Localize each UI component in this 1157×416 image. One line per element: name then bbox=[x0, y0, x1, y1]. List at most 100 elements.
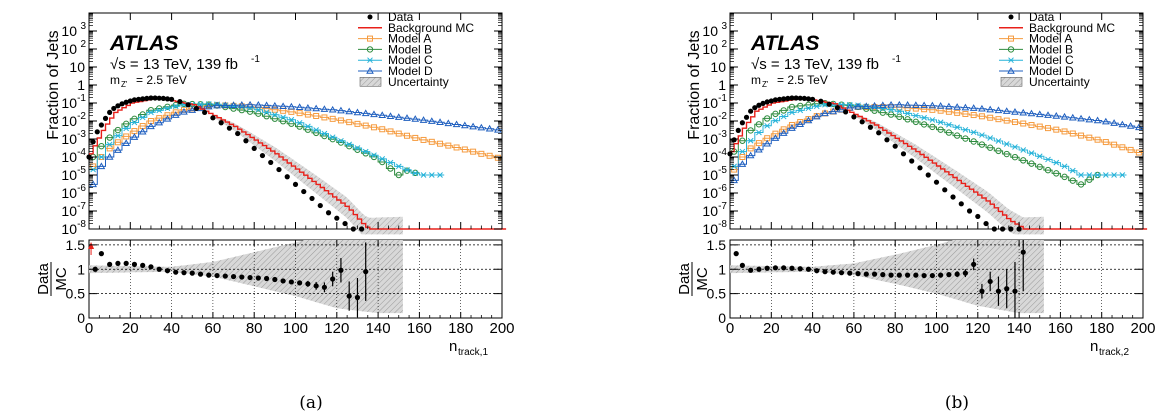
ratio-point bbox=[239, 274, 245, 280]
marker-model-a bbox=[379, 126, 386, 133]
marker-model-b bbox=[1003, 150, 1010, 158]
ratio-point bbox=[164, 268, 171, 274]
marker-model-d bbox=[444, 119, 453, 127]
marker-model-a bbox=[296, 110, 303, 117]
legend-label: Model B bbox=[1029, 42, 1073, 56]
marker-model-b bbox=[329, 135, 336, 143]
series-line-model-d bbox=[730, 104, 1143, 181]
marker-model-d bbox=[494, 125, 502, 133]
marker-model-b bbox=[887, 111, 895, 118]
marker-model-a bbox=[1003, 117, 1010, 124]
marker-model-c bbox=[156, 107, 163, 114]
marker-model-b bbox=[929, 123, 936, 131]
x-tick-label: 120 bbox=[965, 320, 990, 337]
legend-label: Uncertainty bbox=[1029, 75, 1090, 89]
marker-model-d bbox=[147, 122, 155, 130]
legend-label: Background MC bbox=[388, 21, 474, 35]
x-tick-label: 140 bbox=[366, 320, 391, 337]
ratio-point bbox=[181, 270, 187, 276]
legend-label: Model A bbox=[1029, 32, 1072, 46]
marker-model-b bbox=[788, 103, 796, 111]
marker-model-c bbox=[1069, 167, 1076, 174]
data-point bbox=[148, 95, 154, 101]
mass-label: m bbox=[751, 73, 761, 87]
x-tick-label: 180 bbox=[448, 320, 473, 337]
marker-model-d bbox=[403, 114, 411, 121]
data-point bbox=[107, 109, 113, 116]
y-tick-label: 10 bbox=[702, 41, 718, 57]
marker-model-d bbox=[804, 116, 813, 124]
marker-model-c bbox=[412, 170, 419, 177]
marker-model-d bbox=[812, 112, 821, 120]
marker-model-a bbox=[1135, 149, 1142, 156]
marker-model-c bbox=[362, 148, 369, 155]
data-point bbox=[156, 95, 162, 101]
marker-model-b bbox=[362, 150, 369, 157]
marker-model-d bbox=[370, 110, 378, 118]
y-tick-label: 10 bbox=[61, 41, 77, 57]
marker-model-b bbox=[945, 129, 953, 136]
ratio-point bbox=[189, 270, 195, 276]
marker-model-c bbox=[772, 117, 779, 124]
marker-model-d bbox=[1135, 123, 1143, 131]
marker-model-c bbox=[115, 132, 121, 139]
ratio-point bbox=[871, 271, 878, 277]
data-point bbox=[739, 120, 745, 126]
ratio-point bbox=[838, 270, 845, 276]
y-tick-label-exponent: -4 bbox=[718, 147, 727, 158]
marker-model-d bbox=[1019, 108, 1028, 116]
marker-model-c bbox=[912, 112, 919, 119]
marker-model-d bbox=[1068, 113, 1077, 121]
marker-model-d bbox=[469, 122, 477, 130]
marker-model-b bbox=[1053, 170, 1060, 177]
marker-model-a bbox=[321, 114, 328, 121]
ratio-point bbox=[173, 269, 179, 275]
ratio-point bbox=[946, 272, 952, 278]
marker-model-d bbox=[1044, 111, 1052, 118]
ratio-point bbox=[346, 293, 352, 299]
y-tick-label: 10 bbox=[702, 167, 718, 183]
y-tick-label: 10 bbox=[702, 113, 718, 129]
marker-model-c bbox=[1053, 159, 1060, 166]
marker-model-d bbox=[1101, 117, 1110, 125]
marker-model-d bbox=[130, 133, 139, 140]
y-tick-label-exponent: 3 bbox=[80, 21, 86, 32]
ratio-y-tick-label: 1 bbox=[718, 261, 726, 277]
marker-model-c bbox=[106, 141, 113, 148]
marker-model-b bbox=[772, 110, 779, 118]
data-point bbox=[735, 127, 741, 134]
legend-label: Model C bbox=[1029, 53, 1074, 67]
marker-model-a bbox=[445, 142, 452, 149]
marker-model-b bbox=[953, 132, 961, 139]
ratio-point bbox=[962, 270, 969, 276]
x-tick-label: 40 bbox=[163, 320, 180, 337]
marker-model-a bbox=[1061, 128, 1068, 135]
ratio-point bbox=[772, 265, 779, 271]
marker-model-a bbox=[1053, 126, 1060, 133]
legend-label: Model A bbox=[388, 32, 431, 46]
marker-model-c bbox=[747, 137, 754, 144]
marker-model-c bbox=[387, 159, 394, 166]
marker-model-c bbox=[329, 134, 336, 141]
y-tick-label-exponent: -6 bbox=[77, 183, 86, 194]
marker-model-b bbox=[920, 121, 928, 128]
ratio-y-tick-label: 0.5 bbox=[707, 286, 727, 302]
marker-model-b bbox=[739, 137, 746, 144]
marker-model-d bbox=[730, 176, 738, 184]
data-point bbox=[131, 97, 138, 103]
legend-label: Data bbox=[388, 10, 414, 24]
marker-model-c bbox=[954, 124, 961, 131]
mass-label-value: = 2.5 TeV bbox=[136, 73, 187, 87]
marker-model-a bbox=[304, 111, 311, 118]
marker-model-d bbox=[969, 104, 978, 111]
marker-model-d bbox=[452, 120, 461, 128]
ratio-y-label-numerator: Data bbox=[35, 263, 52, 295]
data-point bbox=[127, 98, 133, 104]
ratio-y-label-denominator: MC bbox=[694, 267, 711, 290]
marker-model-d bbox=[1011, 108, 1019, 115]
marker-model-c bbox=[756, 129, 762, 136]
ratio-point bbox=[822, 269, 828, 275]
y-tick-label: 10 bbox=[702, 131, 718, 147]
marker-model-b bbox=[904, 116, 911, 123]
marker-model-d bbox=[361, 109, 370, 117]
